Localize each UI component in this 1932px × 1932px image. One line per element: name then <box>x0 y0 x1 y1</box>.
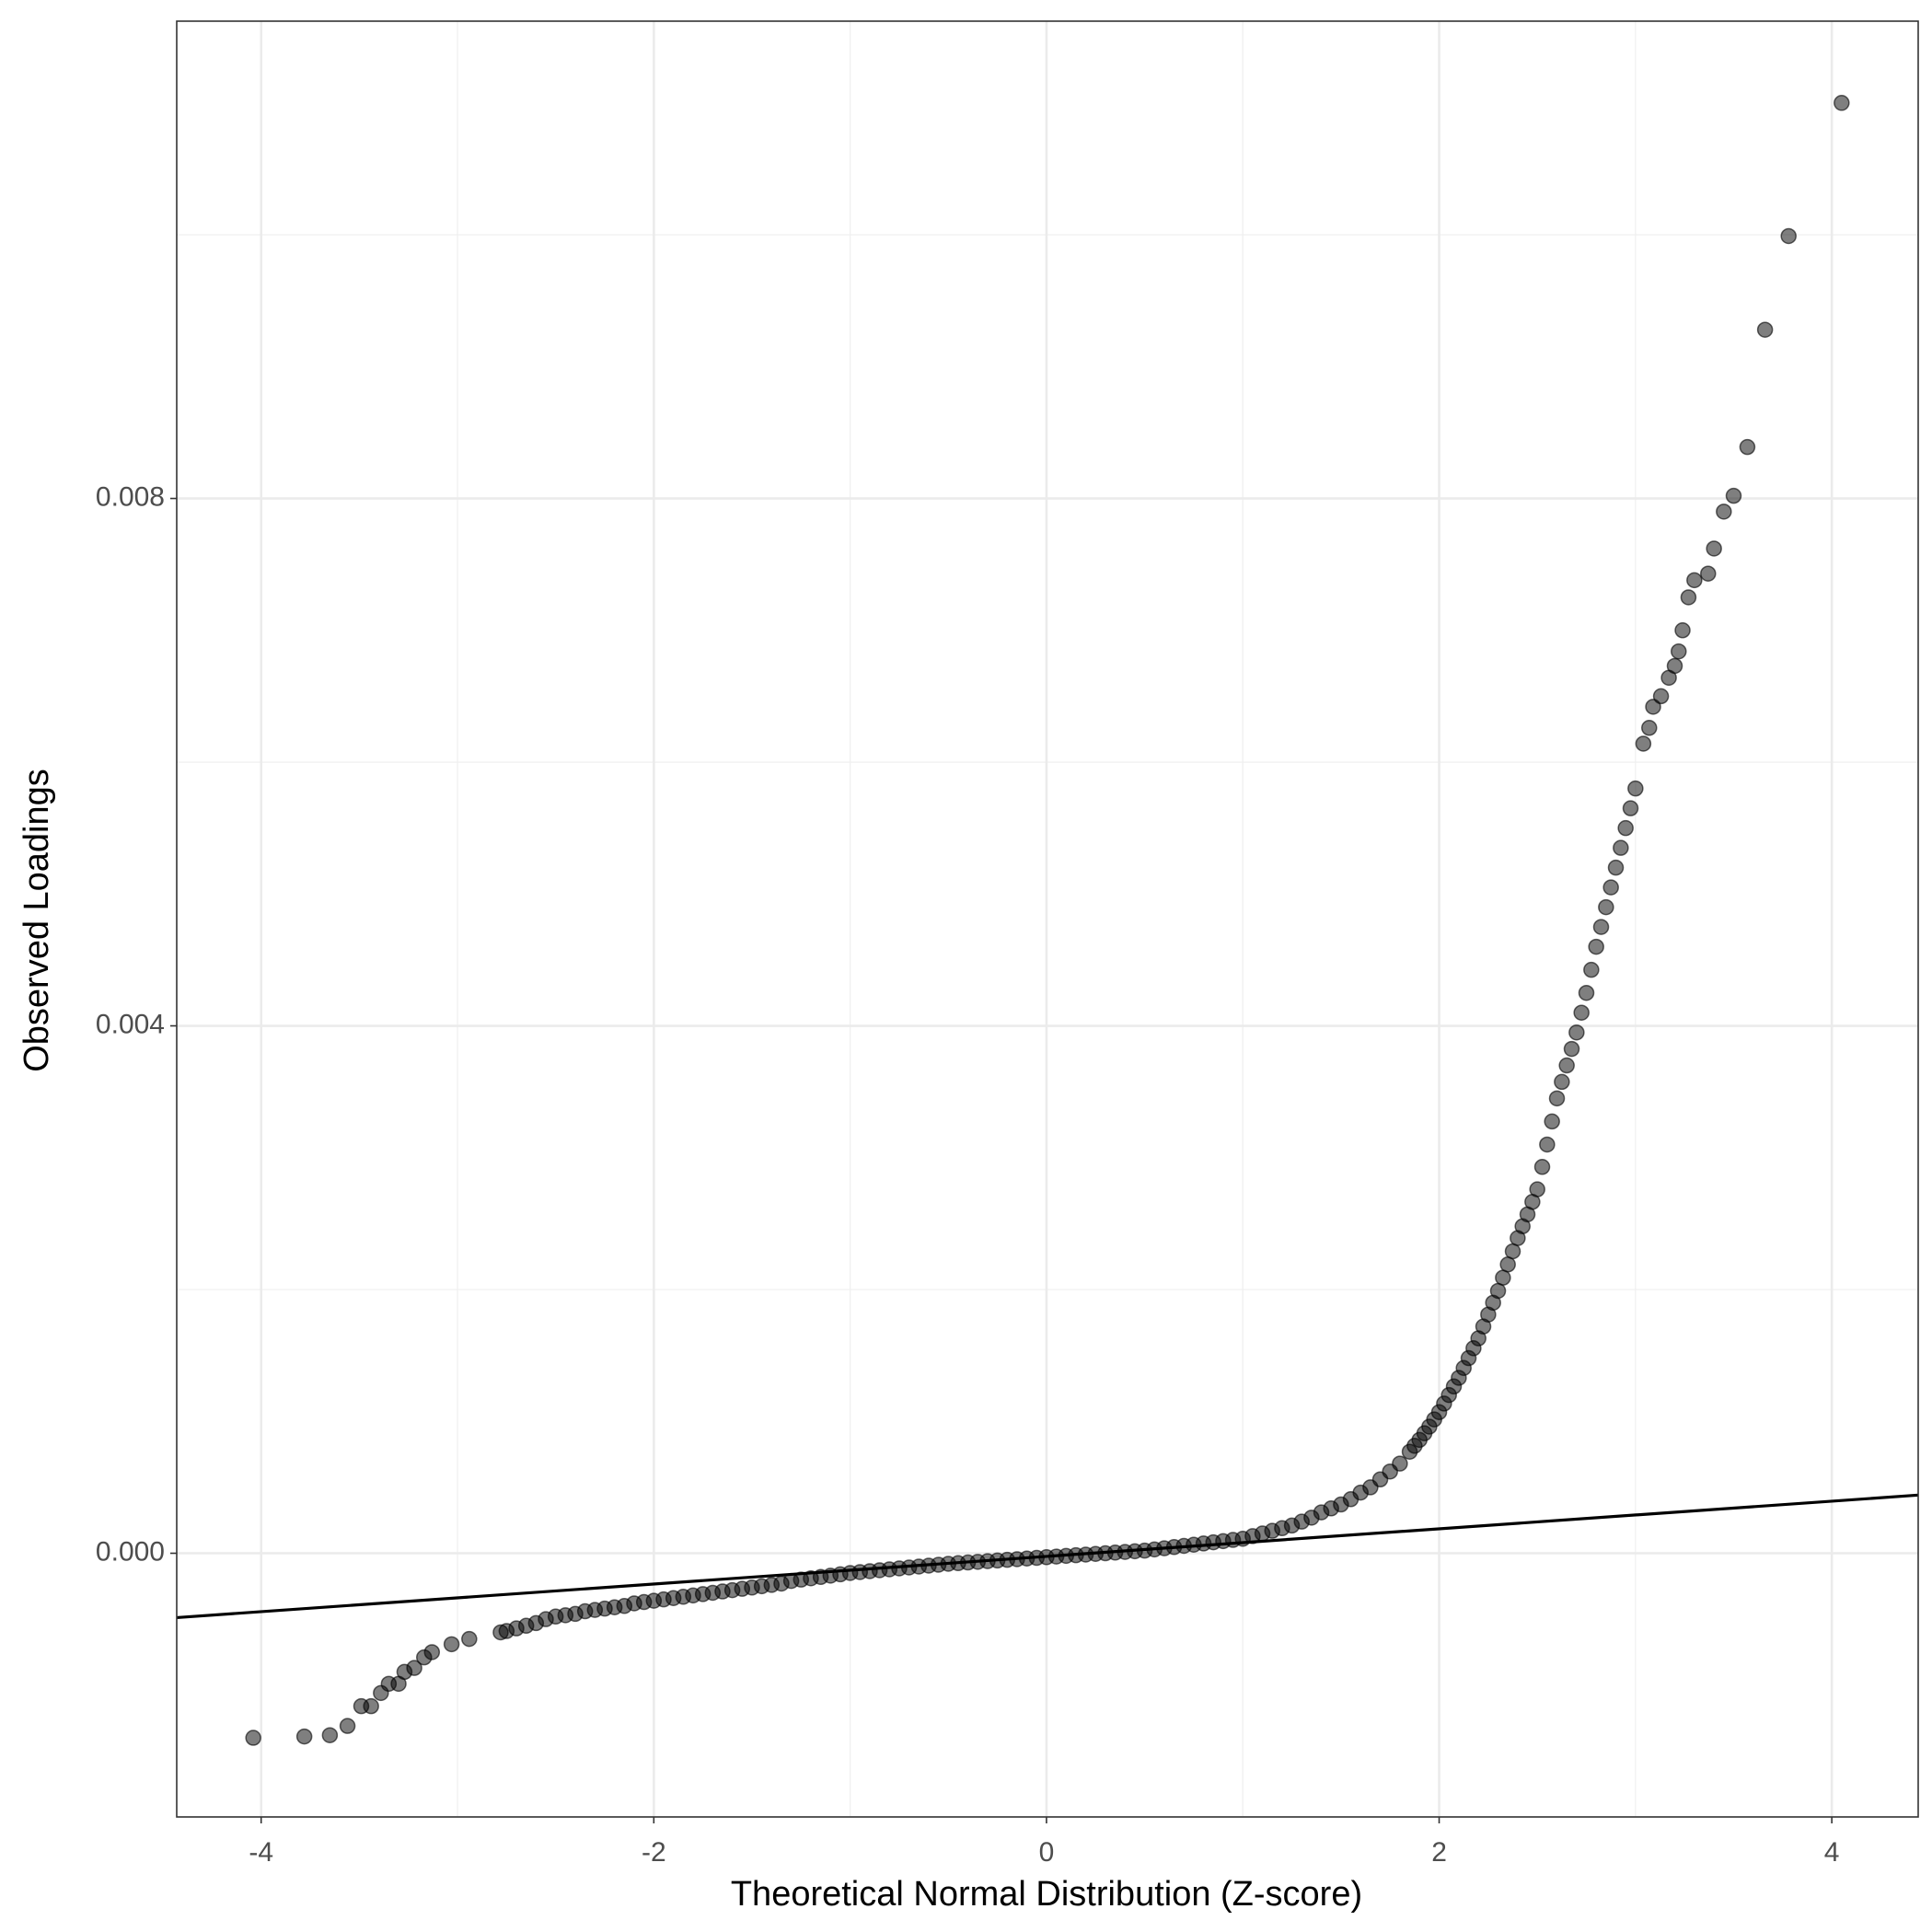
point <box>1674 622 1691 639</box>
point <box>295 1728 313 1745</box>
point <box>1739 438 1756 456</box>
point <box>406 1660 422 1676</box>
point <box>1607 859 1625 876</box>
point <box>1548 1090 1566 1107</box>
point <box>321 1727 339 1743</box>
point <box>1583 961 1600 978</box>
reference-line <box>176 1493 1919 1620</box>
point <box>1588 938 1604 955</box>
x-axis-title: Theoretical Normal Distribution (Z-score… <box>731 1875 1362 1914</box>
y-tick-label: 0.004 <box>96 1009 165 1039</box>
point <box>461 1630 478 1648</box>
y-axis-title: Observed Loadings <box>17 769 56 1072</box>
x-tick-label: 2 <box>1431 1837 1447 1868</box>
point <box>339 1718 356 1734</box>
marks <box>176 95 1919 1746</box>
point <box>1716 503 1732 520</box>
point <box>1627 780 1644 797</box>
point <box>1622 800 1639 816</box>
point <box>1533 1159 1551 1175</box>
x-tick-label: -4 <box>249 1837 273 1868</box>
point <box>1598 898 1614 916</box>
point <box>1635 735 1652 752</box>
point <box>1578 984 1595 1001</box>
axes: -4 -2 0 2 4 0.000 0.004 0.008 <box>96 481 1840 1867</box>
point <box>1613 839 1629 856</box>
point <box>443 1636 460 1653</box>
y-tick-label: 0.000 <box>96 1536 165 1567</box>
point <box>1725 487 1742 504</box>
point <box>1652 688 1670 705</box>
point <box>245 1730 261 1746</box>
point <box>1592 919 1610 935</box>
point <box>1563 1040 1580 1058</box>
point <box>1544 1113 1560 1130</box>
panel-border <box>176 20 1919 1818</box>
x-tick-label: -2 <box>642 1837 666 1868</box>
point <box>1554 1073 1570 1091</box>
point <box>1558 1057 1575 1074</box>
point <box>1617 819 1634 837</box>
point <box>1529 1181 1545 1197</box>
y-tick-label: 0.008 <box>96 481 165 512</box>
point <box>1756 321 1774 338</box>
point <box>1666 657 1683 675</box>
point <box>1568 1024 1585 1041</box>
point <box>1602 879 1619 896</box>
point <box>1539 1136 1556 1153</box>
point <box>1834 95 1850 111</box>
point <box>1573 1004 1590 1021</box>
x-tick-label: 0 <box>1039 1837 1055 1868</box>
point <box>1392 1455 1408 1472</box>
point <box>1680 589 1697 606</box>
x-tick-label: 4 <box>1824 1837 1840 1868</box>
point <box>1686 572 1703 589</box>
point <box>423 1644 441 1660</box>
point <box>1671 642 1687 660</box>
point <box>1780 227 1797 245</box>
point <box>1700 565 1717 582</box>
point <box>363 1697 379 1715</box>
point <box>1706 540 1722 557</box>
point <box>1641 720 1658 736</box>
